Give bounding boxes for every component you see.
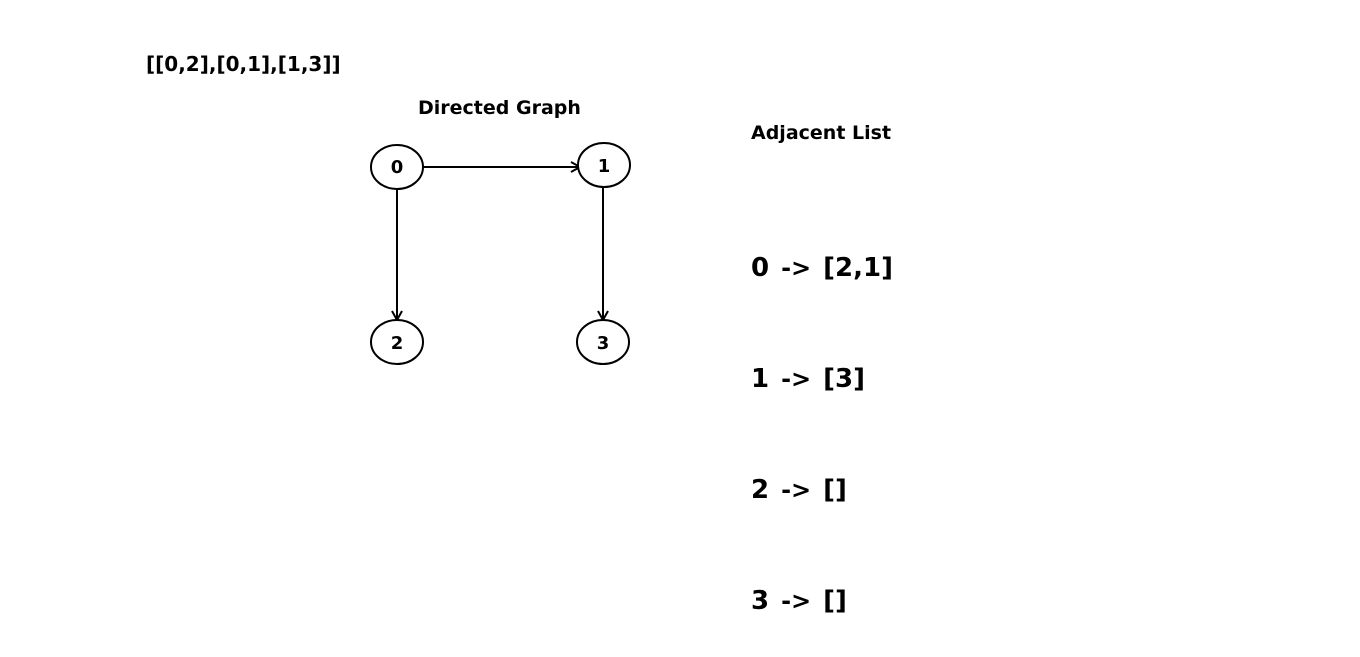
adjacency-row: 2 -> [] [751, 472, 893, 509]
adjacency-row: 3 -> [] [751, 583, 893, 620]
graph-node-2: 2 [370, 319, 424, 365]
graph-node-3: 3 [576, 319, 630, 365]
node-label-1: 1 [598, 156, 611, 177]
adjacency-key: 1 [751, 364, 770, 394]
arrow-text: -> [781, 476, 812, 504]
adjacency-list: 0 -> [2,1] 1 -> [3] 2 -> [] 3 -> [] [751, 176, 893, 657]
adjacency-row: 1 -> [3] [751, 361, 893, 398]
edge-list-text: [[0,2],[0,1],[1,3]] [146, 52, 341, 76]
adjacency-value: [2,1] [823, 253, 893, 283]
node-label-0: 0 [391, 157, 404, 178]
graph-node-1: 1 [577, 142, 631, 188]
adjacency-value: [] [823, 586, 847, 616]
graph-node-0: 0 [370, 144, 424, 190]
adjacency-row: 0 -> [2,1] [751, 250, 893, 287]
arrow-text: -> [781, 587, 812, 615]
graph-title: Directed Graph [418, 97, 581, 119]
adjacency-key: 3 [751, 586, 770, 616]
adjacency-key: 0 [751, 253, 770, 283]
adjacency-list-title: Adjacent List [751, 122, 892, 144]
arrow-text: -> [781, 365, 812, 393]
adjacency-key: 2 [751, 475, 770, 505]
directed-graph: 0 1 2 3 [370, 142, 631, 365]
node-label-2: 2 [391, 333, 404, 354]
adjacency-value: [] [823, 475, 847, 505]
node-label-3: 3 [597, 333, 610, 354]
adjacency-value: [3] [823, 364, 866, 394]
arrow-text: -> [781, 254, 812, 282]
